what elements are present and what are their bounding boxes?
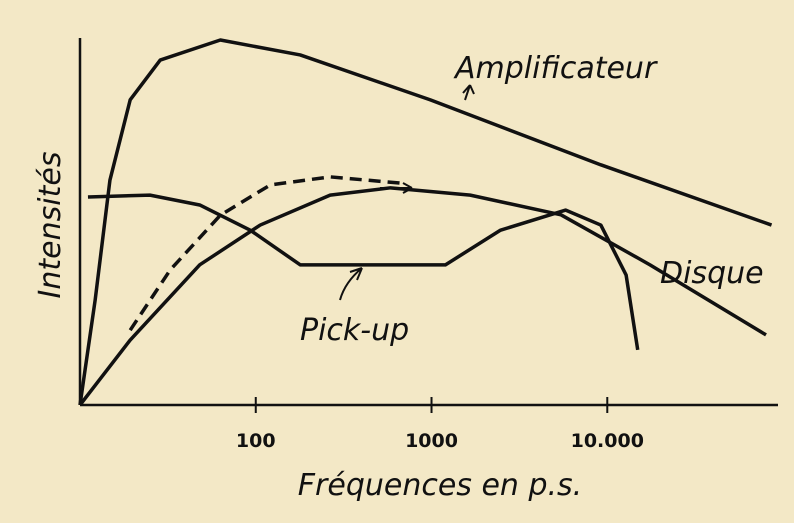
series-label: Amplificateur: [453, 51, 658, 86]
line: [78, 186, 767, 407]
series-label: Pick-up: [300, 313, 409, 348]
line: [78, 38, 773, 406]
series-label: Disque: [660, 256, 764, 291]
arrow: [339, 267, 363, 301]
x-tick-label: 1000: [405, 430, 458, 452]
arrow: [462, 84, 475, 101]
y-axis-title: Intensités: [33, 152, 68, 299]
x-axis-title: Fréquences en p.s.: [298, 468, 582, 503]
x-tick-label: 10.000: [571, 430, 644, 452]
line: [128, 175, 400, 332]
line: [87, 193, 640, 351]
x-tick-label: 100: [236, 430, 276, 452]
